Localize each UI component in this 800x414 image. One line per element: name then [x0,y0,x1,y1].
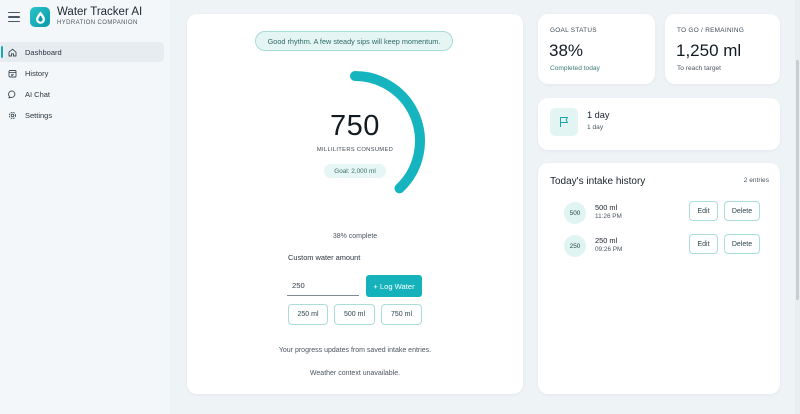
sidebar: Water Tracker AI HYDRATION COMPANION Das… [0,0,170,414]
app-subtitle: HYDRATION COMPANION [57,20,138,26]
sidebar-item-ai-chat[interactable]: AI Chat [0,84,164,104]
sidebar-item-history[interactable]: History [0,63,164,83]
progress-note: Your progress updates from saved intake … [278,347,432,354]
sidebar-item-label: Settings [25,110,53,120]
weather-note: Weather context unavailable. [309,370,401,377]
sidebar-item-dashboard[interactable]: Dashboard [0,42,164,62]
remaining-sub: To reach target [677,65,721,72]
goal-status-sub: Completed today [550,65,600,72]
progress-percent-text: 38% complete [332,233,378,240]
water-drop-logo-icon [30,7,50,27]
sidebar-item-label: AI Chat [25,89,51,99]
goal-status-card: GOAL STATUS 38% Completed today [538,14,655,84]
sidebar-item-label: Dashboard [25,47,62,57]
home-icon [8,48,17,57]
entry-badge: 250 [564,235,586,257]
entry-amount: 250 ml [595,236,618,245]
calendar-icon [8,69,17,78]
remaining-card: TO GO / REMAINING 1,250 ml To reach targ… [665,14,780,84]
sidebar-item-settings[interactable]: Settings [0,105,164,125]
progress-ring [350,71,425,194]
custom-amount-input[interactable] [287,276,359,296]
goal-chip: Goal: 2,000 ml [324,164,386,178]
status-message-pill: Good rhythm. A few steady sips will keep… [255,31,453,51]
history-title: Today's intake history [550,176,646,187]
remaining-heading: TO GO / REMAINING [677,27,745,34]
remaining-value: 1,250 ml [676,41,742,60]
gear-icon [8,111,17,120]
progress-ring-arc [350,71,425,194]
delete-button[interactable]: Delete [724,234,760,254]
edit-button[interactable]: Edit [689,234,718,254]
entry-time: 11:26 PM [595,213,622,220]
app-title: Water Tracker AI [57,6,143,18]
history-count: 2 entries [743,177,769,184]
quick-add-250-button[interactable]: 250 ml [288,304,328,325]
quick-add-750-button[interactable]: 750 ml [381,304,422,325]
sidebar-item-label: History [25,68,49,78]
streak-sub: 1 day [587,124,604,131]
list-item: 500 500 ml 11:26 PM Edit Delete [538,200,780,224]
chat-bubble-icon [8,90,17,99]
hamburger-menu-icon[interactable] [8,12,20,22]
edit-button[interactable]: Edit [689,201,718,221]
log-water-button[interactable]: + Log Water [366,275,422,297]
consumed-label: MILLILITERS CONSUMED [316,147,394,153]
quick-add-500-button[interactable]: 500 ml [334,304,375,325]
entry-time: 09:26 PM [595,246,623,253]
intake-history-card: Today's intake history 2 entries 500 500… [538,163,780,394]
entry-badge: 500 [564,202,586,224]
sidebar-nav: Dashboard History AI Chat Settings [0,42,164,126]
goal-status-value: 38% [549,41,584,60]
page-scrollbar[interactable] [795,0,800,414]
streak-card: 1 day 1 day [538,98,780,150]
scrollbar-thumb[interactable] [796,60,799,300]
entry-amount: 500 ml [595,203,618,212]
goal-status-heading: GOAL STATUS [550,27,597,34]
consumed-value: 750 [330,110,380,142]
progress-card: Good rhythm. A few steady sips will keep… [187,14,523,394]
streak-title: 1 day [587,110,610,120]
list-item: 250 250 ml 09:26 PM Edit Delete [538,233,780,257]
flag-icon [550,108,578,136]
quick-amount-row: 250 ml 500 ml 750 ml [288,304,422,325]
custom-amount-label: Custom water amount [288,253,361,262]
delete-button[interactable]: Delete [724,201,760,221]
brand-header: Water Tracker AI HYDRATION COMPANION [8,6,142,28]
